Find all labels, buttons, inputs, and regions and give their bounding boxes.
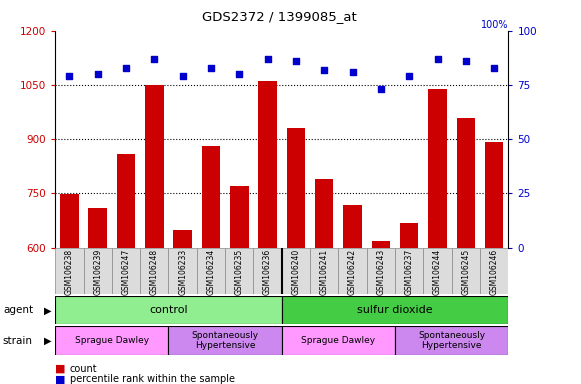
Text: GSM106237: GSM106237: [405, 248, 414, 295]
Text: Sprague Dawley: Sprague Dawley: [302, 336, 375, 345]
Bar: [367, 248, 395, 294]
Bar: [168, 326, 282, 355]
Bar: [343, 205, 362, 384]
Text: GSM106239: GSM106239: [93, 248, 102, 295]
Bar: [88, 208, 107, 384]
Text: GSM106244: GSM106244: [433, 248, 442, 295]
Text: GSM106241: GSM106241: [320, 248, 329, 295]
Text: GSM106247: GSM106247: [121, 248, 131, 295]
Bar: [424, 248, 452, 294]
Bar: [457, 118, 475, 384]
Bar: [485, 142, 503, 384]
Text: ■: ■: [55, 374, 66, 384]
Bar: [287, 128, 305, 384]
Bar: [259, 81, 277, 384]
Bar: [202, 146, 220, 384]
Point: [150, 56, 159, 62]
Bar: [282, 248, 310, 294]
Bar: [112, 248, 140, 294]
Point: [121, 65, 131, 71]
Text: GSM106235: GSM106235: [235, 248, 244, 295]
Text: ▶: ▶: [44, 305, 51, 315]
Bar: [282, 296, 508, 324]
Point: [235, 71, 244, 77]
Point: [348, 69, 357, 75]
Text: GSM106245: GSM106245: [461, 248, 471, 295]
Bar: [117, 154, 135, 384]
Text: 100%: 100%: [481, 20, 508, 30]
Point: [404, 73, 414, 79]
Bar: [55, 326, 168, 355]
Point: [490, 65, 499, 71]
Bar: [140, 248, 168, 294]
Bar: [168, 248, 197, 294]
Bar: [84, 248, 112, 294]
Bar: [225, 248, 253, 294]
Text: GSM106243: GSM106243: [376, 248, 385, 295]
Point: [433, 56, 442, 62]
Text: GDS2372 / 1399085_at: GDS2372 / 1399085_at: [202, 10, 356, 23]
Text: GSM106236: GSM106236: [263, 248, 272, 295]
Bar: [60, 194, 78, 384]
Bar: [338, 248, 367, 294]
Text: strain: strain: [3, 336, 33, 346]
Bar: [452, 248, 480, 294]
Text: GSM106233: GSM106233: [178, 248, 187, 295]
Point: [461, 58, 471, 64]
Point: [291, 58, 300, 64]
Text: Spontaneously
Hypertensive: Spontaneously Hypertensive: [418, 331, 485, 351]
Bar: [253, 248, 282, 294]
Bar: [230, 186, 249, 384]
Bar: [197, 248, 225, 294]
Text: count: count: [70, 364, 98, 374]
Text: ■: ■: [55, 364, 66, 374]
Bar: [395, 326, 508, 355]
Text: GSM106248: GSM106248: [150, 248, 159, 295]
Text: ▶: ▶: [44, 336, 51, 346]
Bar: [395, 248, 424, 294]
Bar: [372, 241, 390, 384]
Bar: [315, 179, 333, 384]
Bar: [174, 230, 192, 384]
Bar: [282, 326, 395, 355]
Bar: [428, 89, 447, 384]
Bar: [310, 248, 338, 294]
Point: [376, 86, 386, 93]
Point: [206, 65, 216, 71]
Text: sulfur dioxide: sulfur dioxide: [357, 305, 433, 315]
Point: [263, 56, 272, 62]
Point: [320, 67, 329, 73]
Text: control: control: [149, 305, 188, 315]
Bar: [145, 85, 163, 384]
Text: Sprague Dawley: Sprague Dawley: [75, 336, 149, 345]
Bar: [400, 223, 418, 384]
Text: Spontaneously
Hypertensive: Spontaneously Hypertensive: [192, 331, 259, 351]
Text: GSM106238: GSM106238: [65, 248, 74, 295]
Point: [64, 73, 74, 79]
Text: GSM106234: GSM106234: [206, 248, 216, 295]
Text: agent: agent: [3, 305, 33, 315]
Bar: [480, 248, 508, 294]
Bar: [55, 296, 282, 324]
Point: [93, 71, 102, 77]
Text: GSM106246: GSM106246: [490, 248, 498, 295]
Point: [178, 73, 187, 79]
Text: GSM106242: GSM106242: [348, 248, 357, 295]
Text: percentile rank within the sample: percentile rank within the sample: [70, 374, 235, 384]
Text: GSM106240: GSM106240: [292, 248, 300, 295]
Bar: [55, 248, 84, 294]
